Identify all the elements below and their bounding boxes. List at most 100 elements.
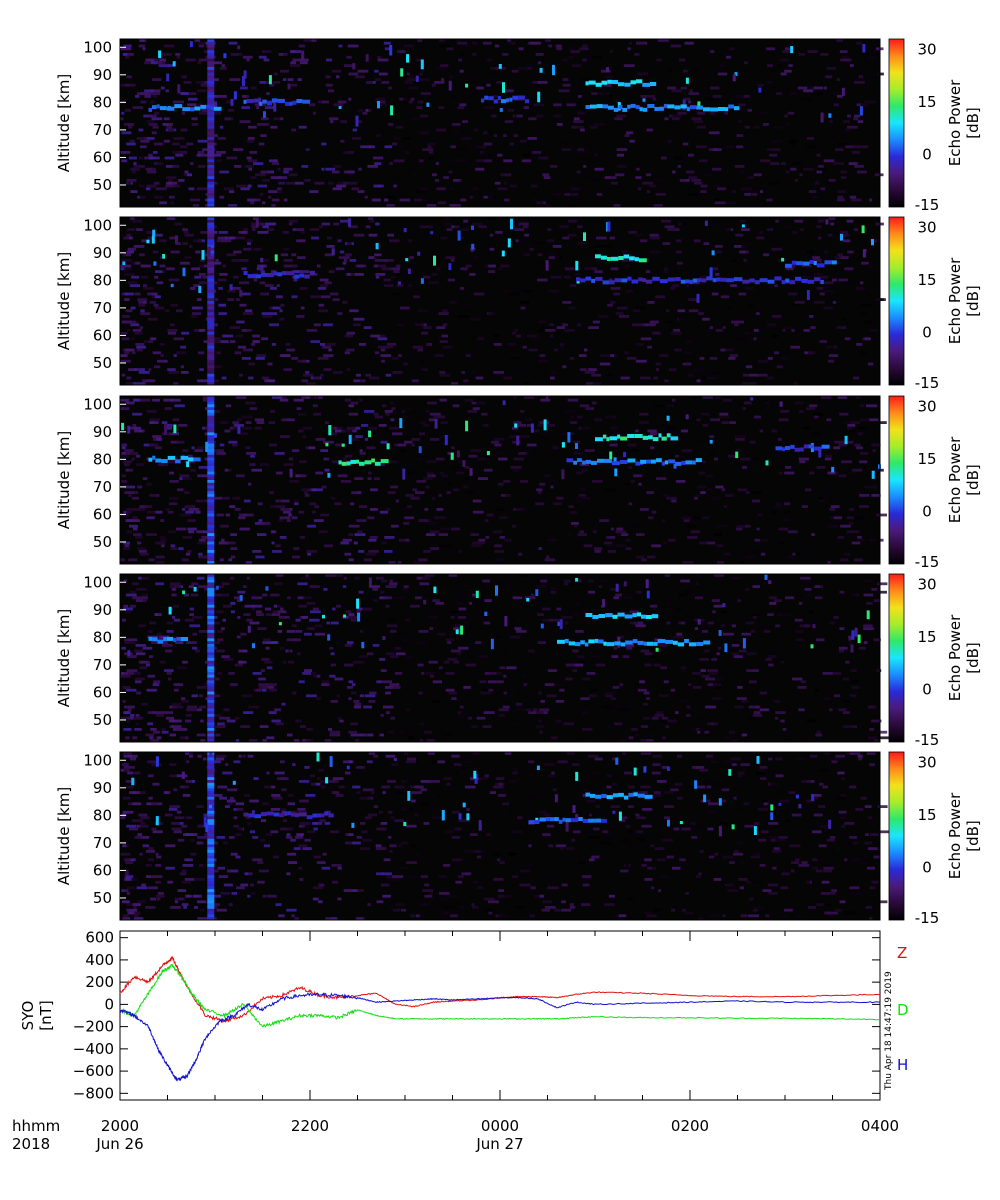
noise-cell (269, 443, 277, 447)
noise-cell (826, 345, 837, 349)
noise-cell (648, 524, 652, 528)
noise-cell (472, 499, 482, 503)
noise-cell (510, 618, 514, 622)
noise-cell (537, 81, 548, 84)
noise-cell (367, 813, 377, 817)
noise-cell (767, 613, 774, 616)
noise-cell (281, 418, 288, 422)
colorbar-label: Echo Power (946, 436, 964, 523)
noise-cell (282, 231, 290, 234)
colorbar-tick-label: 30 (917, 41, 936, 59)
noise-cell (283, 264, 292, 268)
noise-cell (857, 170, 867, 174)
noise-cell (133, 245, 145, 248)
noise-cell (743, 259, 747, 262)
noise-cell (531, 184, 538, 188)
noise-cell (676, 632, 683, 636)
noise-cell (246, 618, 253, 622)
noise-cell (181, 558, 189, 562)
noise-cell (140, 836, 150, 839)
noise-cell (826, 903, 832, 906)
noise-cell (132, 329, 142, 332)
noise-cell (374, 415, 383, 419)
noise-cell (182, 794, 191, 797)
plot-frame (119, 38, 881, 208)
noise-cell (181, 785, 190, 789)
noise-cell (240, 86, 248, 90)
noise-cell (138, 128, 144, 132)
noise-cell (522, 289, 532, 293)
noise-cell (846, 530, 855, 534)
noise-cell (235, 298, 240, 301)
noise-cell (168, 813, 173, 817)
noise-cell (796, 638, 804, 642)
noise-cell (436, 187, 446, 191)
noise-cell (364, 733, 368, 737)
noise-cell (221, 376, 227, 380)
stripe-cell (207, 663, 215, 667)
noise-cell (222, 618, 226, 622)
noise-cell (227, 289, 236, 293)
noise-cell (310, 782, 321, 786)
noise-cell (532, 81, 541, 84)
noise-cell (699, 768, 709, 772)
noise-cell (584, 449, 595, 452)
noise-cell (865, 833, 869, 836)
noise-cell (132, 596, 138, 600)
echo-layer (754, 280, 760, 285)
noise-cell (272, 610, 278, 614)
echo-blip (850, 644, 854, 653)
noise-cell (711, 117, 720, 121)
noise-cell (281, 354, 291, 357)
echo-layer (481, 98, 485, 103)
stripe-cell (207, 75, 215, 79)
noise-cell (745, 621, 755, 625)
noise-cell (128, 705, 132, 709)
stripe-cell (207, 404, 215, 408)
noise-cell (451, 527, 460, 531)
noise-cell (121, 337, 130, 341)
stripe-cell (207, 407, 215, 411)
noise-cell (171, 822, 180, 825)
noise-cell (353, 233, 365, 237)
echo-layer (613, 107, 619, 112)
stripe-cell (207, 245, 215, 249)
noise-cell (198, 44, 204, 48)
noise-cell (447, 482, 451, 486)
noise-cell (350, 401, 359, 405)
noise-cell (222, 334, 234, 338)
noise-cell (200, 259, 205, 262)
noise-cell (638, 838, 646, 842)
noise-cell (136, 368, 141, 371)
noise-cell (229, 190, 235, 193)
noise-cell (241, 329, 252, 332)
noise-cell (538, 359, 548, 363)
noise-cell (211, 95, 218, 98)
noise-cell (152, 398, 160, 402)
noise-cell (625, 264, 630, 268)
noise-cell (276, 777, 285, 780)
noise-cell (218, 231, 228, 234)
noise-cell (124, 672, 134, 675)
stripe-cell (207, 627, 215, 631)
noise-cell (814, 301, 825, 304)
noise-cell (366, 446, 376, 450)
noise-cell (691, 179, 702, 182)
noise-cell (130, 323, 140, 327)
noise-cell (866, 602, 873, 605)
noise-cell (631, 728, 638, 731)
noise-cell (584, 816, 591, 820)
echo-layer (243, 271, 248, 275)
noise-cell (607, 432, 613, 436)
noise-cell (791, 329, 795, 332)
echo-blip (831, 466, 835, 473)
echo-blip (390, 105, 394, 116)
noise-cell (751, 499, 761, 503)
stripe-cell (207, 159, 215, 163)
noise-cell (318, 530, 328, 534)
noise-cell (873, 711, 880, 714)
noise-cell (672, 170, 676, 174)
stripe-cell (207, 716, 215, 721)
echo-blip (278, 622, 282, 626)
noise-cell (483, 468, 493, 472)
